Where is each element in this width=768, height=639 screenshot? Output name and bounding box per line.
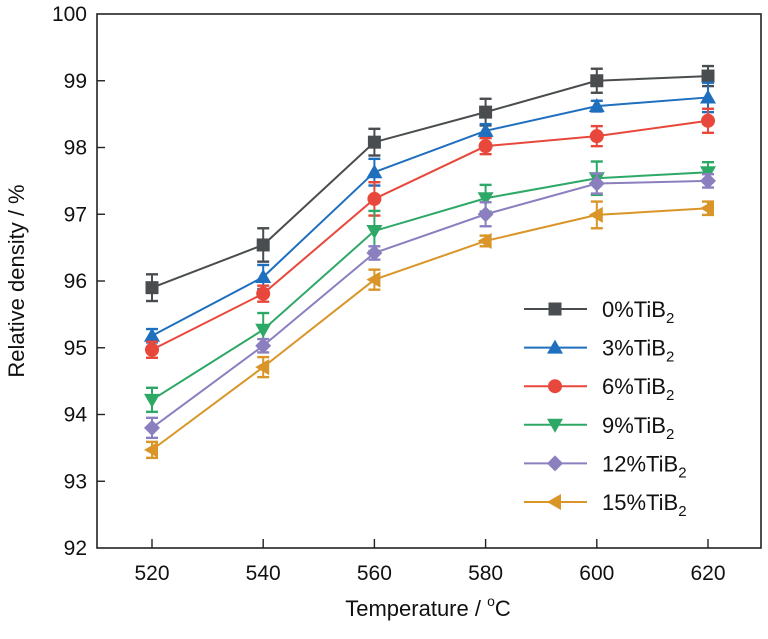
x-tick-label: 560 bbox=[357, 562, 392, 585]
series-line bbox=[151, 179, 709, 429]
data-point bbox=[366, 224, 383, 239]
legend-entry: 12%TiB2 bbox=[524, 451, 687, 481]
data-point bbox=[700, 172, 716, 189]
x-axis-title-degree: o bbox=[487, 593, 495, 609]
legend-marker bbox=[548, 379, 562, 394]
data-point bbox=[701, 69, 715, 83]
series-15%TiB2 bbox=[144, 200, 714, 460]
series-6%TiB2 bbox=[145, 107, 715, 359]
x-tick-label: 600 bbox=[579, 562, 614, 585]
x-tick-label: 540 bbox=[246, 562, 281, 585]
data-point bbox=[367, 135, 381, 149]
legend-marker bbox=[547, 418, 563, 433]
data-point bbox=[589, 129, 604, 144]
x-axis-title-unit: C bbox=[495, 596, 511, 621]
legend-label-subscript: 2 bbox=[666, 310, 674, 327]
legend-marker bbox=[547, 339, 563, 354]
legend-label: 15%TiB2 bbox=[602, 490, 687, 520]
legend-label-subscript: 2 bbox=[666, 349, 674, 366]
data-point bbox=[367, 191, 382, 206]
data-point bbox=[590, 74, 604, 88]
legend-label: 3%TiB2 bbox=[602, 336, 674, 366]
y-tick-label: 95 bbox=[64, 337, 87, 360]
data-point bbox=[256, 238, 270, 252]
legend-label-main: 3%TiB bbox=[602, 336, 666, 361]
y-tick-label: 99 bbox=[64, 70, 87, 93]
data-point bbox=[477, 232, 492, 249]
legend-entry: 15%TiB2 bbox=[524, 490, 687, 520]
data-point bbox=[145, 342, 159, 357]
data-point bbox=[255, 323, 272, 338]
data-point bbox=[144, 419, 160, 436]
legend-label-main: 15%TiB bbox=[602, 490, 678, 515]
legend-marker bbox=[547, 494, 561, 510]
y-axis-ticks: 92 93 94 95 96 97 98 99 100 bbox=[52, 3, 105, 560]
x-axis-title: Temperature / oC bbox=[345, 593, 511, 621]
series-line bbox=[151, 75, 709, 289]
x-tick-label: 580 bbox=[468, 562, 503, 585]
x-tick-label: 620 bbox=[690, 562, 725, 585]
data-point bbox=[700, 200, 714, 217]
y-tick-label: 93 bbox=[64, 470, 87, 493]
legend-label-subscript: 2 bbox=[666, 426, 674, 443]
x-axis-ticks: 520 540 560 580 600 620 bbox=[134, 539, 726, 585]
data-point bbox=[588, 98, 605, 113]
series-12%TiB2 bbox=[144, 172, 716, 440]
legend-label-main: 9%TiB bbox=[602, 413, 666, 438]
legend-label-subscript: 2 bbox=[666, 387, 674, 404]
data-point bbox=[478, 139, 493, 154]
legend-label-subscript: 2 bbox=[678, 503, 686, 520]
data-point bbox=[256, 286, 271, 301]
legend-label-main: 6%TiB bbox=[602, 374, 666, 399]
series-line bbox=[151, 119, 709, 351]
series-line bbox=[151, 96, 709, 337]
data-point bbox=[588, 175, 605, 192]
data-point bbox=[588, 206, 603, 223]
data-point bbox=[144, 327, 160, 342]
legend-entry: 0%TiB2 bbox=[524, 297, 674, 327]
data-point bbox=[144, 393, 160, 408]
data-point bbox=[255, 337, 272, 354]
legend-label-main: 0%TiB bbox=[602, 297, 666, 322]
y-tick-label: 98 bbox=[64, 137, 87, 160]
data-point bbox=[144, 441, 158, 458]
x-tick-label: 520 bbox=[134, 562, 169, 585]
y-tick-label: 92 bbox=[64, 537, 87, 560]
data-point bbox=[145, 281, 159, 295]
legend-label-subscript: 2 bbox=[678, 464, 686, 481]
data-point bbox=[700, 89, 716, 104]
y-tick-label: 96 bbox=[64, 270, 87, 293]
data-point bbox=[477, 192, 494, 207]
legend-label: 0%TiB2 bbox=[602, 297, 674, 327]
series-line bbox=[151, 207, 709, 451]
legend-entry: 6%TiB2 bbox=[524, 374, 674, 404]
series-layer bbox=[144, 64, 716, 460]
legend-marker bbox=[547, 455, 563, 472]
legend-label: 6%TiB2 bbox=[602, 374, 674, 404]
data-point bbox=[255, 268, 272, 283]
y-axis-title: Relative density / % bbox=[4, 184, 29, 377]
data-point bbox=[477, 122, 494, 137]
data-point bbox=[701, 113, 715, 128]
series-line bbox=[151, 171, 709, 401]
data-point bbox=[255, 359, 270, 376]
legend-entry: 3%TiB2 bbox=[524, 336, 674, 366]
legend-label: 9%TiB2 bbox=[602, 413, 674, 443]
y-tick-label: 97 bbox=[64, 203, 87, 226]
data-point bbox=[366, 271, 381, 288]
x-axis-title-main: Temperature / bbox=[345, 596, 487, 621]
data-point bbox=[366, 244, 383, 261]
data-point bbox=[477, 206, 494, 223]
y-tick-label: 100 bbox=[52, 3, 87, 26]
data-point bbox=[366, 164, 383, 179]
legend-marker bbox=[548, 302, 562, 316]
y-tick-label: 94 bbox=[64, 404, 88, 427]
legend-label-main: 12%TiB bbox=[602, 451, 678, 476]
data-point bbox=[479, 105, 493, 119]
legend-entry: 9%TiB2 bbox=[524, 413, 674, 443]
legend-label: 12%TiB2 bbox=[602, 451, 687, 481]
